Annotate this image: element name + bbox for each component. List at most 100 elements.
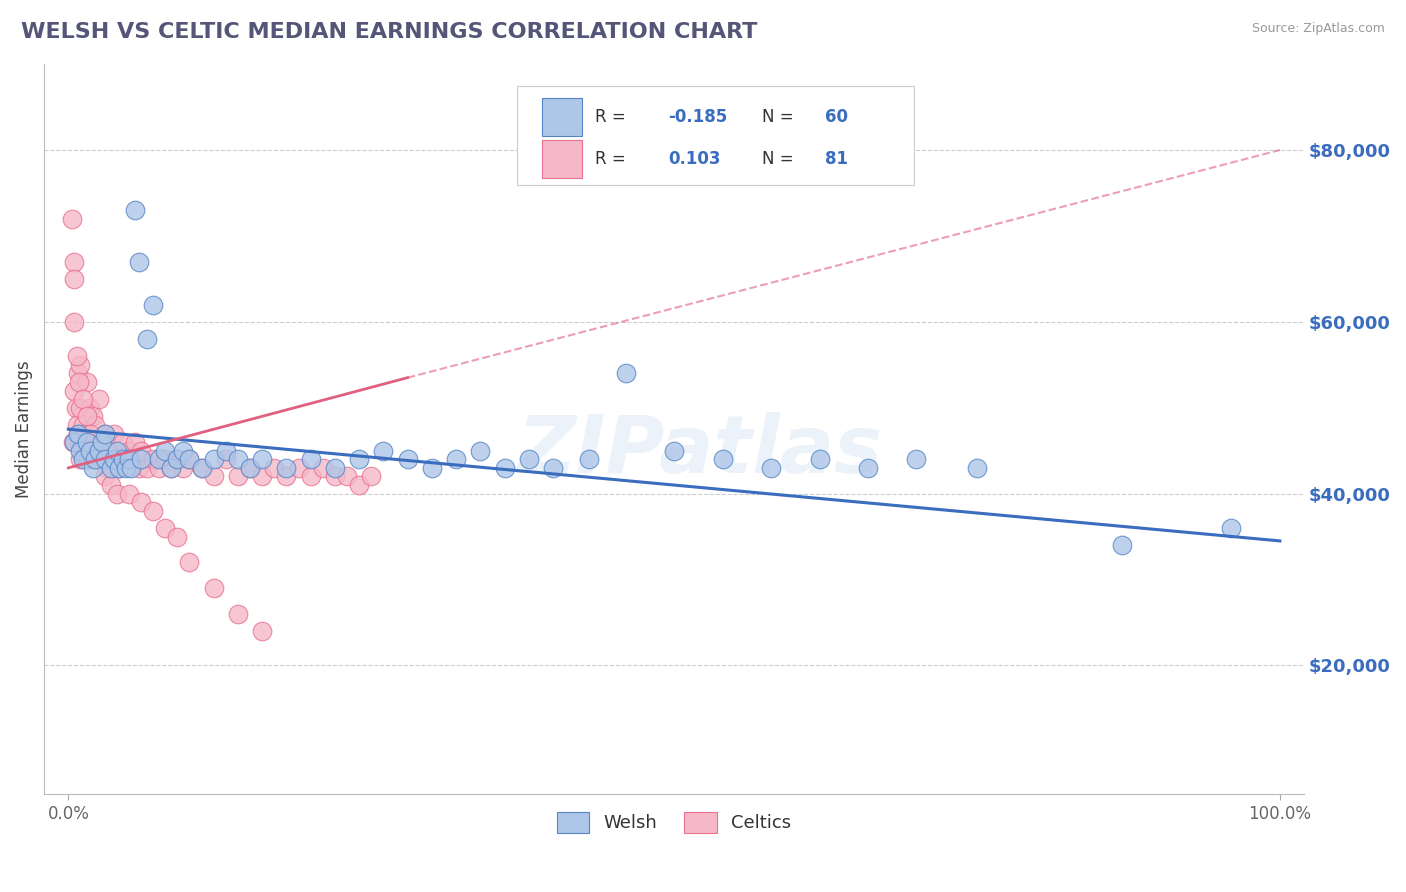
Point: [76, 435, 98, 450]
Point: [63, 384, 86, 398]
Point: [69, 401, 91, 415]
Point: [67, 375, 90, 389]
Point: [287, 461, 309, 475]
Point: [250, 624, 273, 639]
Point: [202, 452, 225, 467]
Point: [82, 461, 104, 475]
Point: [69, 358, 91, 372]
Point: [115, 452, 138, 467]
Point: [166, 530, 188, 544]
Point: [1111, 538, 1133, 552]
Point: [239, 461, 262, 475]
Point: [72, 417, 94, 432]
Point: [79, 426, 101, 441]
Point: [87, 443, 110, 458]
Point: [494, 461, 516, 475]
Point: [444, 452, 467, 467]
Point: [759, 461, 782, 475]
Point: [276, 469, 298, 483]
Point: [82, 409, 104, 424]
Text: WELSH VS CELTIC MEDIAN EARNINGS CORRELATION CHART: WELSH VS CELTIC MEDIAN EARNINGS CORRELAT…: [21, 22, 758, 42]
Point: [87, 392, 110, 406]
Point: [470, 443, 492, 458]
Point: [215, 452, 238, 467]
Point: [129, 443, 152, 458]
Point: [202, 469, 225, 483]
Point: [226, 607, 249, 621]
Point: [179, 452, 201, 467]
Point: [84, 452, 107, 467]
Point: [711, 452, 734, 467]
Text: R =: R =: [595, 150, 631, 168]
Point: [250, 452, 273, 467]
Point: [63, 272, 86, 286]
Point: [111, 435, 134, 450]
Point: [72, 452, 94, 467]
Legend: Welsh, Celtics: Welsh, Celtics: [550, 805, 799, 840]
Text: -0.185: -0.185: [668, 108, 727, 126]
FancyBboxPatch shape: [516, 86, 914, 185]
Point: [79, 401, 101, 415]
Point: [541, 461, 564, 475]
Point: [808, 452, 831, 467]
Point: [82, 452, 104, 467]
Point: [124, 203, 146, 218]
Point: [128, 254, 150, 268]
Point: [517, 452, 540, 467]
Point: [108, 461, 131, 475]
Point: [420, 461, 443, 475]
Point: [160, 461, 183, 475]
Point: [166, 452, 188, 467]
Point: [124, 435, 146, 450]
Point: [103, 426, 125, 441]
Point: [155, 443, 177, 458]
Point: [96, 461, 118, 475]
Text: N =: N =: [762, 108, 799, 126]
Text: 0.103: 0.103: [668, 150, 720, 168]
Point: [148, 461, 170, 475]
Point: [239, 461, 262, 475]
Point: [142, 504, 165, 518]
Point: [69, 452, 91, 467]
Text: N =: N =: [762, 150, 799, 168]
Point: [128, 461, 150, 475]
Point: [160, 461, 183, 475]
Point: [263, 461, 285, 475]
Point: [67, 426, 90, 441]
Point: [91, 452, 114, 467]
Point: [226, 469, 249, 483]
Point: [323, 469, 346, 483]
Point: [108, 461, 131, 475]
Text: 60: 60: [825, 108, 848, 126]
Point: [142, 452, 165, 467]
Point: [179, 555, 201, 569]
Point: [63, 254, 86, 268]
Point: [312, 461, 335, 475]
Point: [190, 461, 212, 475]
Point: [905, 452, 928, 467]
Point: [63, 435, 86, 450]
Point: [323, 461, 346, 475]
Point: [172, 443, 194, 458]
Point: [115, 461, 138, 475]
Point: [69, 443, 91, 458]
Point: [347, 478, 370, 492]
Point: [276, 461, 298, 475]
Point: [966, 461, 988, 475]
Point: [93, 469, 115, 483]
Point: [76, 435, 98, 450]
Point: [347, 452, 370, 467]
Point: [578, 452, 600, 467]
Point: [111, 452, 134, 467]
Point: [62, 435, 84, 450]
Point: [66, 417, 89, 432]
Point: [120, 461, 142, 475]
Point: [190, 461, 212, 475]
FancyBboxPatch shape: [541, 98, 582, 136]
Point: [373, 443, 395, 458]
Point: [76, 409, 98, 424]
Point: [105, 452, 128, 467]
Point: [91, 435, 114, 450]
Point: [100, 443, 122, 458]
Point: [67, 435, 90, 450]
